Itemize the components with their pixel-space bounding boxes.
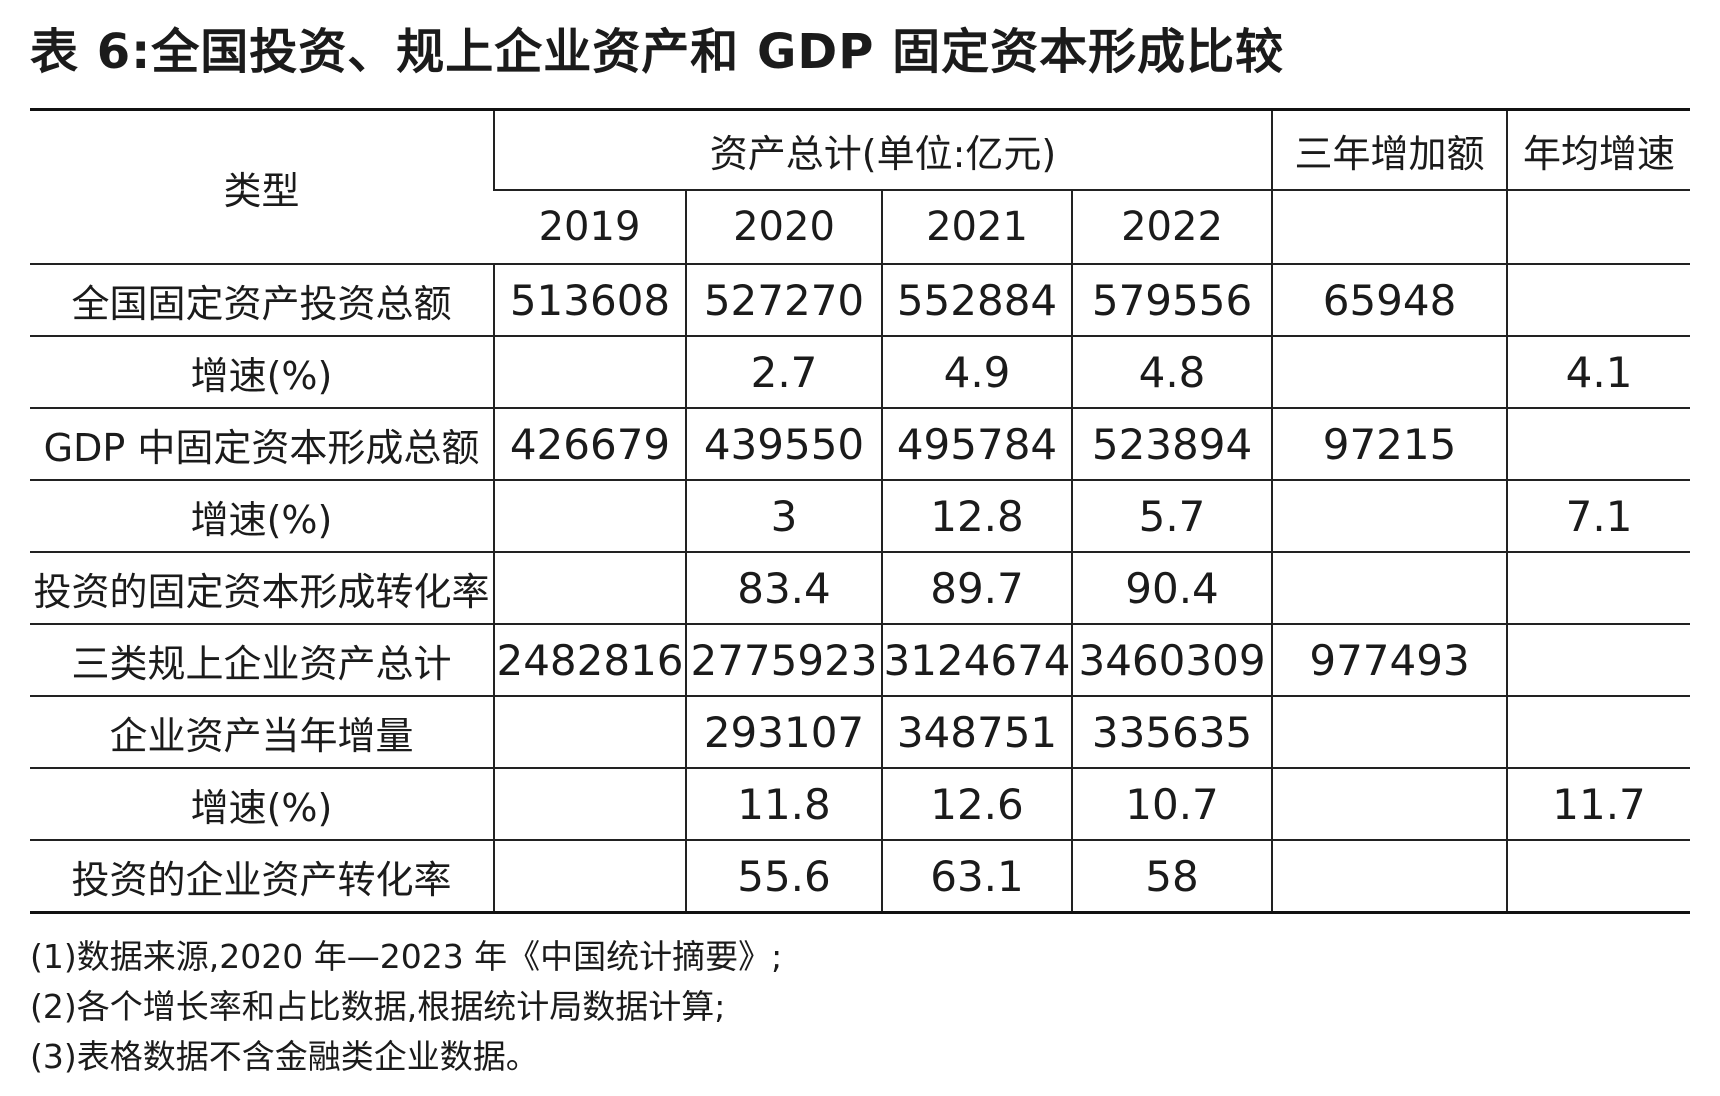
- annual-growth: 7.1: [1506, 479, 1691, 552]
- value-2021: 3124674: [881, 623, 1072, 696]
- row-label: 投资的固定资本形成转化率: [30, 551, 494, 624]
- value-2020: 3: [685, 479, 882, 552]
- value-2021: 12.8: [881, 479, 1072, 552]
- three-year-increase: [1271, 335, 1508, 408]
- row-label: 增速(%): [30, 335, 494, 408]
- value-2022: 10.7: [1070, 767, 1273, 840]
- three-year-increase: [1271, 695, 1508, 768]
- annual-growth: [1506, 623, 1691, 696]
- value-2020: 11.8: [685, 767, 882, 840]
- table-row: 增速(%) 3 12.8 5.7 7.1: [30, 479, 1691, 552]
- value-2019: [493, 479, 686, 552]
- note-line: (2)各个增长率和占比数据,根据统计局数据计算;: [30, 987, 726, 1026]
- year-header: 2019: [494, 189, 686, 264]
- value-2022: 3460309: [1070, 623, 1273, 696]
- three-year-increase: [1271, 839, 1508, 914]
- table-row: 投资的企业资产转化率 55.6 63.1 58: [30, 839, 1691, 914]
- value-2020: 2775923: [685, 623, 882, 696]
- value-2019: [493, 551, 686, 624]
- row-label: 三类规上企业资产总计: [30, 623, 494, 696]
- value-2019: 513608: [493, 263, 686, 336]
- table-row: 投资的固定资本形成转化率 83.4 89.7 90.4: [30, 551, 1691, 624]
- empty-header-cell: [1506, 189, 1691, 264]
- annual-growth: [1506, 695, 1691, 768]
- annual-growth: [1506, 839, 1691, 914]
- table-row: 三类规上企业资产总计 2482816 2775923 3124674 3460309 97…: [30, 623, 1691, 696]
- value-2020: 2.7: [685, 335, 882, 408]
- three-year-increase-header: 三年增加额: [1271, 108, 1508, 190]
- year-header: 2020: [685, 189, 882, 264]
- table-row: 增速(%) 11.8 12.6 10.7 11.7: [30, 767, 1691, 840]
- row-label: 全国固定资产投资总额: [30, 263, 494, 336]
- value-2019: [493, 767, 686, 840]
- three-year-increase: [1271, 551, 1508, 624]
- year-header: 2021: [881, 189, 1072, 264]
- annual-growth: 11.7: [1506, 767, 1691, 840]
- value-2022: 4.8: [1070, 335, 1273, 408]
- header-row-1: 类型 资产总计(单位:亿元) 三年增加额 年均增速: [30, 108, 1691, 264]
- type-header: 类型: [30, 108, 494, 264]
- value-2019: [493, 839, 686, 914]
- value-2021: 348751: [881, 695, 1072, 768]
- table-row: 增速(%) 2.7 4.9 4.8 4.1: [30, 335, 1691, 408]
- value-2020: 439550: [685, 407, 882, 480]
- row-label: GDP 中固定资本形成总额: [30, 407, 494, 480]
- note-line: (1)数据来源,2020 年—2023 年《中国统计摘要》;: [30, 937, 783, 976]
- three-year-increase: [1271, 479, 1508, 552]
- row-label: 企业资产当年增量: [30, 695, 494, 768]
- value-2020: 527270: [685, 263, 882, 336]
- value-2020: 55.6: [685, 839, 882, 914]
- annual-growth-header: 年均增速: [1506, 108, 1691, 190]
- annual-growth: 4.1: [1506, 335, 1691, 408]
- value-2019: [493, 695, 686, 768]
- value-2020: 293107: [685, 695, 882, 768]
- value-2021: 63.1: [881, 839, 1072, 914]
- value-2022: 58: [1070, 839, 1273, 914]
- row-label: 投资的企业资产转化率: [30, 839, 494, 914]
- row-label: 增速(%): [30, 479, 494, 552]
- table-row: 全国固定资产投资总额 513608 527270 552884 579556 65948: [30, 263, 1691, 336]
- value-2020: 83.4: [685, 551, 882, 624]
- value-2021: 552884: [881, 263, 1072, 336]
- value-2021: 495784: [881, 407, 1072, 480]
- table-title: 表 6:全国投资、规上企业资产和 GDP 固定资本形成比较: [30, 24, 1285, 80]
- table-body: 全国固定资产投资总额 513608 527270 552884 579556 65948 增…: [30, 263, 1691, 914]
- value-2019: 2482816: [493, 623, 686, 696]
- three-year-increase: 65948: [1271, 263, 1508, 336]
- note-line: (3)表格数据不含金融类企业数据。: [30, 1037, 539, 1076]
- three-year-increase: [1271, 767, 1508, 840]
- value-2021: 89.7: [881, 551, 1072, 624]
- annual-growth: [1506, 407, 1691, 480]
- value-2022: 523894: [1070, 407, 1273, 480]
- annual-growth: [1506, 551, 1691, 624]
- table-row: GDP 中固定资本形成总额 426679 439550 495784 523894 972…: [30, 407, 1691, 480]
- value-2021: 12.6: [881, 767, 1072, 840]
- value-2021: 4.9: [881, 335, 1072, 408]
- table-row: 企业资产当年增量 293107 348751 335635: [30, 695, 1691, 768]
- value-2022: 579556: [1070, 263, 1273, 336]
- empty-header-cell: [1271, 189, 1508, 264]
- value-2022: 90.4: [1070, 551, 1273, 624]
- three-year-increase: 97215: [1271, 407, 1508, 480]
- annual-growth: [1506, 263, 1691, 336]
- value-2019: 426679: [493, 407, 686, 480]
- value-2022: 335635: [1070, 695, 1273, 768]
- asset-total-header: 资产总计(单位:亿元): [492, 108, 1273, 190]
- year-header: 2022: [1070, 189, 1273, 264]
- value-2022: 5.7: [1070, 479, 1273, 552]
- comparison-table: 类型 资产总计(单位:亿元) 三年增加额 年均增速 2019 2020 2021…: [30, 108, 1691, 914]
- header-row-2: 2019 2020 2021 2022: [30, 189, 1691, 264]
- row-label: 增速(%): [30, 767, 494, 840]
- table-notes: (1)数据来源,2020 年—2023 年《中国统计摘要》; (2)各个增长率和…: [30, 932, 782, 1082]
- value-2019: [493, 335, 686, 408]
- three-year-increase: 977493: [1271, 623, 1508, 696]
